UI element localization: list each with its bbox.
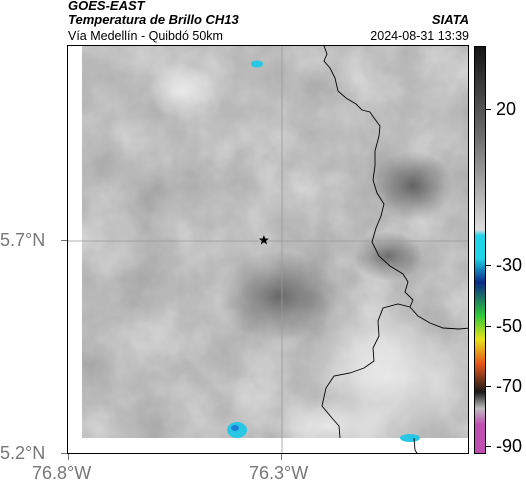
colorbar-tick-mark (486, 386, 491, 387)
latitude-label: 5.7°N (0, 230, 46, 250)
colorbar-tick-mark (486, 326, 491, 327)
cold-cloud-top (400, 434, 420, 442)
satellite-map[interactable] (67, 45, 469, 454)
colorbar-label: -90 (496, 436, 523, 456)
lon-tick-mark (281, 454, 282, 460)
product-title: Temperatura de Brillo CH13 (68, 12, 239, 27)
longitude-label: 76.3°W (249, 463, 309, 483)
lat-tick-mark (61, 240, 67, 241)
colorbar-tick-mark (486, 265, 491, 266)
latitude-label: 5.2°N (0, 443, 46, 463)
border-line (321, 303, 411, 439)
longitude-label: 76.8°W (32, 463, 92, 483)
temperature-colorbar (474, 46, 486, 454)
colorbar-label: -70 (496, 376, 523, 396)
lat-tick-mark (61, 453, 67, 454)
satellite-name: GOES-EAST (68, 0, 145, 13)
timestamp: 2024-08-31 13:39 (370, 29, 469, 43)
agency-name: SIATA (431, 12, 469, 27)
colorbar-label: -50 (496, 316, 523, 336)
colorbar-tick-mark (486, 109, 491, 110)
lon-tick-mark (68, 454, 69, 460)
map-canvas (68, 46, 468, 453)
route-subtitle: Vía Medellín - Quibdó 50km (68, 29, 223, 43)
colorbar-tick-mark (486, 446, 491, 447)
colorbar-label: 20 (496, 99, 517, 119)
border-line (323, 46, 414, 308)
star-marker (258, 235, 269, 245)
dark-cloud-region (373, 151, 453, 221)
border-line (409, 306, 468, 330)
cold-cloud-top (251, 60, 263, 68)
colorbar-label: -30 (496, 255, 523, 275)
